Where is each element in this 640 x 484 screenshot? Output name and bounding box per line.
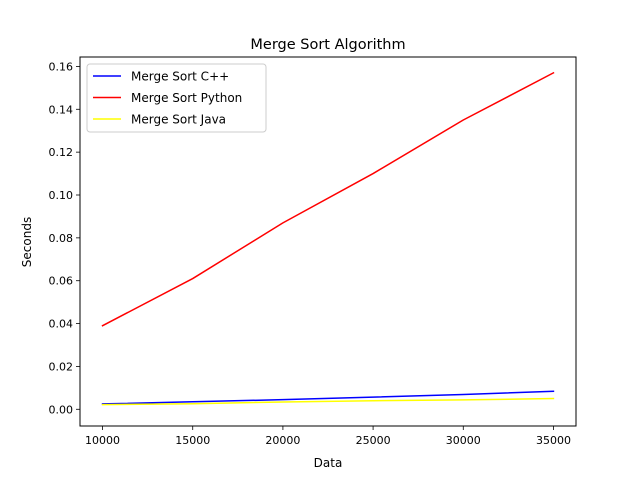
legend-entries: Merge Sort C++ Merge Sort Python Merge Sor… <box>93 70 242 127</box>
x-tick-label: 35000 <box>536 434 571 447</box>
plot-area <box>79 56 577 427</box>
legend-label: Merge Sort Java <box>131 113 226 127</box>
chart-title: Merge Sort Algorithm <box>250 37 405 53</box>
y-tick-label: 0.10 <box>49 189 74 202</box>
series-line-merge-sort-java <box>101 397 555 406</box>
y-tick-label: 0.02 <box>49 360 74 373</box>
legend: Merge Sort C++ Merge Sort Python Merge Sor… <box>86 63 267 133</box>
x-tick-label: 30000 <box>446 434 481 447</box>
y-tick-label: 0.14 <box>49 103 74 116</box>
legend-label: Merge Sort C++ <box>131 70 229 84</box>
x-axis-label: Data <box>314 456 343 470</box>
y-tick-label: 0.00 <box>49 403 74 416</box>
plot-frame <box>79 56 577 427</box>
y-tick-label: 0.16 <box>49 60 74 73</box>
x-tick-label: 20000 <box>265 434 300 447</box>
y-tick-label: 0.06 <box>49 275 74 288</box>
x-tick-label: 15000 <box>175 434 210 447</box>
x-tick-label: 10000 <box>85 434 120 447</box>
y-axis-ticks: 0.00 0.02 0.04 0.06 0.08 0.10 0.12 0.14 0.16 <box>49 60 80 416</box>
series-layer <box>101 71 555 406</box>
x-axis-ticks: 10000 15000 20000 25000 30000 35000 <box>85 426 571 447</box>
legend-frame <box>86 63 267 133</box>
y-tick-label: 0.04 <box>49 318 74 331</box>
y-axis-label: Seconds <box>20 217 34 267</box>
series-line-merge-sort-python <box>101 71 555 327</box>
x-tick-label: 25000 <box>356 434 391 447</box>
legend-label: Merge Sort Python <box>131 91 242 105</box>
y-tick-label: 0.12 <box>49 146 74 159</box>
series-line-merge-sort-cpp <box>101 390 555 405</box>
y-tick-label: 0.08 <box>49 232 74 245</box>
